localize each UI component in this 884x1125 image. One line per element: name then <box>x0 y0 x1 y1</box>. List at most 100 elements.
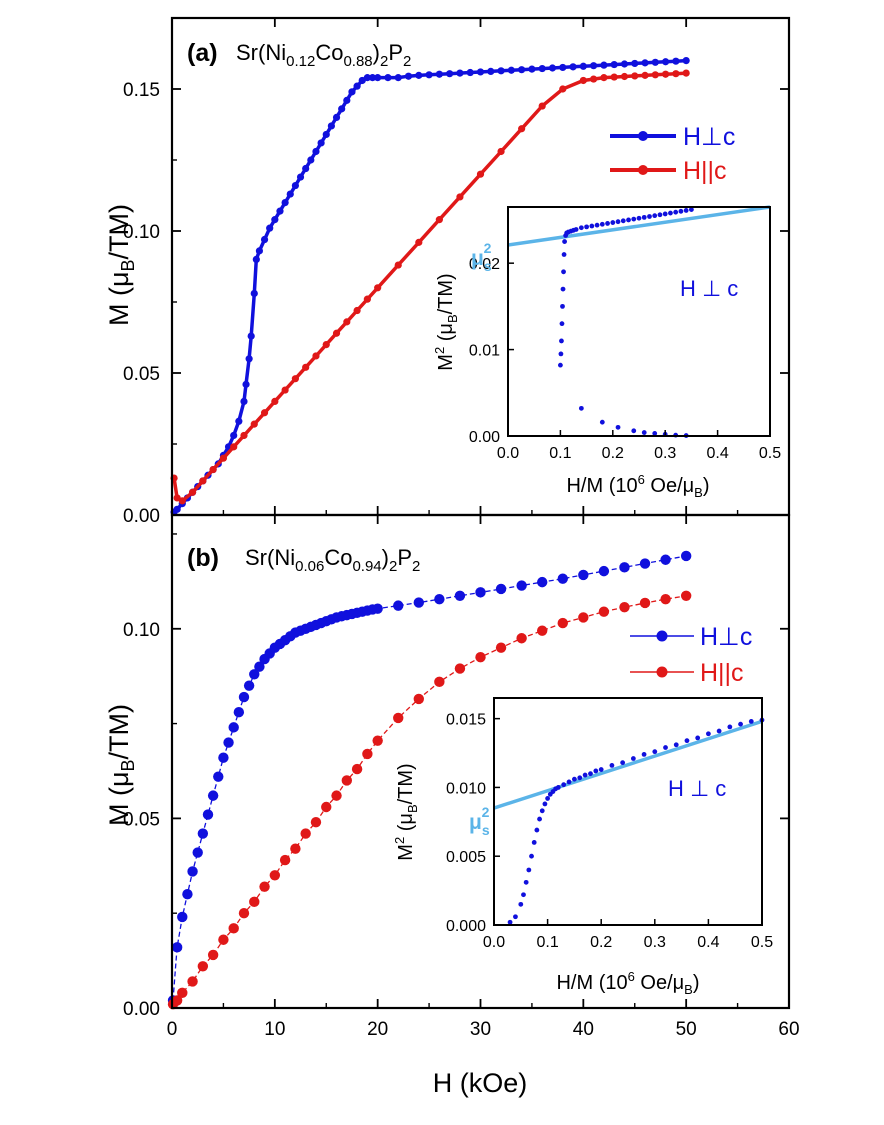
panel-a-data-point <box>255 247 264 255</box>
panel-b-data-point <box>228 923 239 934</box>
legend-b-par-label: H||c <box>700 659 744 687</box>
panel-b-data-point <box>223 737 234 748</box>
panel-a-data-point <box>188 488 197 496</box>
panel-b-data-point <box>177 911 188 923</box>
panel-b-data-point <box>362 748 373 760</box>
inset-a-xtick-label: 0.0 <box>497 445 519 462</box>
inset-a-fit-line <box>507 205 771 247</box>
inset-b-data-point <box>545 796 550 801</box>
panel-b-data-point <box>279 854 291 866</box>
inset-a-xtick-label: 0.5 <box>759 445 781 462</box>
inset-a-data-point <box>573 227 579 232</box>
legend-a-perp-label: H⊥c <box>683 123 735 151</box>
inset-b-ylabel: M2 (μB/TM) <box>392 763 420 860</box>
panel-b-data-point <box>233 707 245 718</box>
inset-a-axes: 0.0 0.1 0.2 0.3 0.4 0.5 0.00 0.01 0.02 <box>469 256 781 462</box>
legend-a-par-marker <box>638 165 648 175</box>
panel-a-data-point <box>641 71 649 79</box>
inset-a-data-point <box>561 252 567 257</box>
panel-a-data-point <box>363 74 371 82</box>
panel-a-data-point <box>600 61 608 69</box>
panel-a-data-point <box>260 409 269 417</box>
panel-a-ytick-label: 0.00 <box>123 506 160 527</box>
inset-b-data-point <box>706 731 711 737</box>
panel-a-data-point <box>312 147 320 156</box>
panel-a-data-point <box>230 443 238 451</box>
panel-b-xtick-label: 30 <box>470 1019 491 1040</box>
inset-b-data-point <box>630 756 636 761</box>
panel-b-data-point <box>413 693 424 705</box>
panel-a-data-point <box>291 375 299 383</box>
inset-b-xtick-label: 0.0 <box>483 934 505 951</box>
panel-a-data-point <box>302 164 310 173</box>
panel-a-data-point <box>631 59 639 68</box>
panel-b-data-point <box>372 735 383 746</box>
inset-b-data-point <box>593 768 599 774</box>
inset-a-data-point <box>641 430 647 435</box>
panel-b-data-point <box>192 847 203 858</box>
inset-a-data-point <box>673 209 679 215</box>
panel-b-data-point <box>475 652 486 663</box>
inset-a-data-point <box>578 405 584 411</box>
inset-b-annotation: H ⊥ c <box>668 776 726 801</box>
panel-a-data-point <box>590 75 598 83</box>
panel-a-data-point <box>394 74 402 82</box>
panel-a-data-point <box>230 431 238 440</box>
legend-b-perp-label: H⊥c <box>700 623 752 651</box>
panel-b-data-point <box>619 601 630 613</box>
panel-b-data-point <box>243 680 255 691</box>
inset-b-data-point <box>673 742 679 748</box>
panel-b-data-point <box>254 661 265 672</box>
panel-a-data-point <box>446 70 454 78</box>
panel-a-data-point <box>332 113 341 121</box>
inset-b-data-point <box>684 738 690 744</box>
panel-a-data-point <box>322 130 330 139</box>
inset-b-xtick-label: 0.5 <box>751 934 773 951</box>
inset-b-data-point <box>529 853 534 859</box>
panel-b-xtick-label: 20 <box>367 1019 388 1040</box>
panel-b-data-point <box>454 590 466 601</box>
panel-a-inset: 0.0 0.1 0.2 0.3 0.4 0.5 0.00 0.01 0.02 H ⊥ c μs2… <box>432 205 781 500</box>
panel-b-data-point <box>197 961 209 972</box>
panel-a-data-point <box>682 57 690 65</box>
inset-a-data-point <box>560 303 565 309</box>
panel-a-data-point <box>178 497 186 505</box>
inset-a-data-point <box>620 218 626 224</box>
panel-a-data-point <box>610 73 618 81</box>
panel-a-data-point <box>651 58 659 66</box>
panel-a-data-point <box>363 295 371 303</box>
inset-a-xtick-label: 0.2 <box>602 445 624 462</box>
inset-a-data-point <box>599 221 605 227</box>
inset-a-data-point <box>561 269 566 275</box>
panel-a-data-point <box>281 386 289 394</box>
inset-b-data-point <box>534 827 540 833</box>
panel-a-data-point <box>374 74 382 82</box>
panel-a-data-point <box>250 289 258 298</box>
panel-a-data-point <box>348 88 356 96</box>
panel-b-data-point <box>197 828 209 839</box>
panel-a-data-point <box>199 477 207 485</box>
panel-a-data-point <box>435 70 443 78</box>
panel-a-data-point <box>322 341 330 349</box>
inset-a-xtick-label: 0.1 <box>549 445 571 462</box>
inset-a-data-point <box>559 321 565 327</box>
panel-b-data-point <box>341 775 353 786</box>
panel-a-data-point <box>672 70 680 78</box>
inset-a-annotation: H ⊥ c <box>680 276 738 301</box>
inset-b-data-point <box>588 771 593 777</box>
inset-a-ylabel: M2 (μB/TM) <box>432 273 460 370</box>
panel-a-data-point <box>476 170 485 178</box>
inset-b-data-point <box>539 808 545 814</box>
panel-b-data-point <box>228 722 239 733</box>
inset-b-data-point <box>641 752 647 757</box>
panel-b-data-point <box>578 569 589 581</box>
panel-b-data-point <box>495 583 507 595</box>
panel-a-data-point <box>662 70 670 78</box>
panel-a-ylabel: M (μB/TM) <box>104 204 138 326</box>
inset-a-background <box>508 207 770 436</box>
inset-b-data-point <box>537 816 542 822</box>
inset-a-data-point <box>610 220 616 225</box>
inset-a-ytick-label: 0.00 <box>469 429 500 446</box>
panel-b-data-point <box>290 843 301 854</box>
